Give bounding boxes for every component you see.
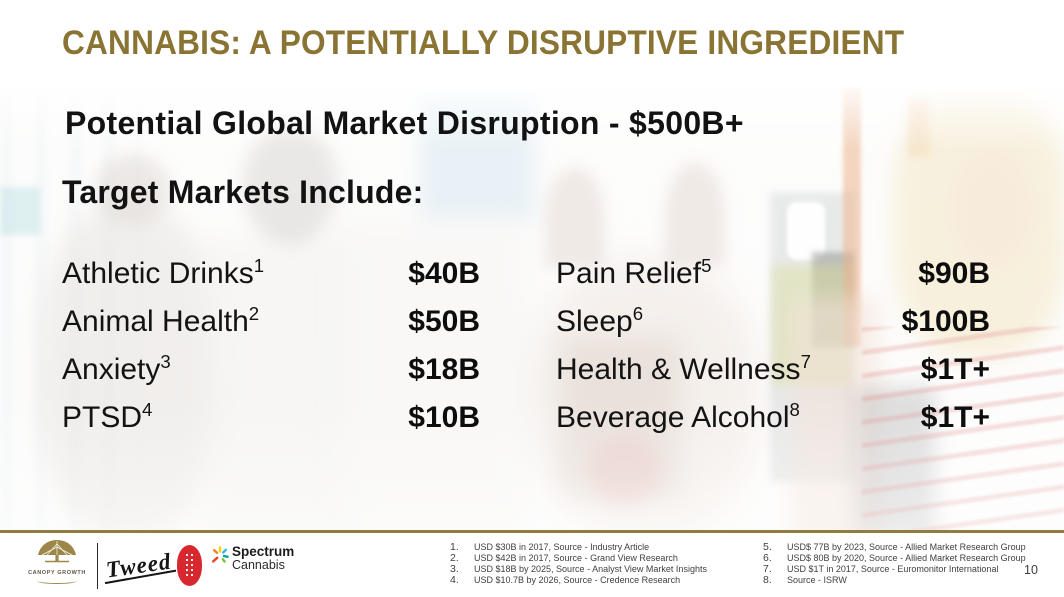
market-row: Beverage Alcohol8 $1T+ (556, 399, 990, 447)
market-row: Animal Health2 $50B (62, 303, 480, 351)
footnote: 1. USD $30B in 2017, Source - Industry Ar… (450, 541, 650, 553)
market-label: PTSD4 (62, 399, 153, 434)
market-value: $40B (408, 257, 480, 290)
footnotes-column-1: 1. USD $30B in 2017, Source - Industry Ar… (450, 542, 707, 586)
footnote: 6. USD$ 80B by 2020, Source - Allied Mark… (763, 552, 1026, 564)
markets-column-left: Athletic Drinks1 $40B Animal Health2 $50… (62, 255, 480, 447)
footnote: 8. Source - ISRW (763, 574, 847, 586)
footnote: 5. USD$ 77B by 2023, Source - Allied Mark… (763, 541, 1026, 553)
market-row: Sleep6 $100B (556, 303, 990, 351)
market-label: Beverage Alcohol8 (556, 399, 800, 434)
slide-title: CANNABIS: A POTENTIALLY DISRUPTIVE INGRE… (62, 24, 905, 62)
slide-footer: CANOPY GROWTH Tweed Spectrum (0, 530, 1064, 597)
footnote: 3. USD $18B by 2025, Source - Analyst Vie… (450, 563, 707, 575)
hero-section: Potential Global Market Disruption - $50… (0, 87, 1064, 530)
market-label: Sleep6 (556, 303, 644, 338)
markets-column-right: Pain Relief5 $90B Sleep6 $100B Health & … (556, 255, 990, 447)
footnote-ref: 2 (248, 303, 260, 324)
footnote-ref: 7 (800, 351, 811, 372)
spectrum-cannabis-logo: Spectrum Cannabis (211, 544, 295, 573)
footnote: 7. USD $1T in 2017, Source - Euromonitor … (763, 563, 999, 575)
spectrum-wordmark: Spectrum Cannabis (232, 544, 295, 573)
market-label: Animal Health2 (62, 303, 260, 338)
spectrum-sunburst-icon (212, 546, 229, 563)
target-markets-table: Athletic Drinks1 $40B Animal Health2 $50… (62, 255, 990, 447)
red-oval-vertical-text (186, 554, 188, 578)
market-row: Anxiety3 $18B (62, 351, 480, 399)
canopy-flourish (37, 578, 77, 584)
red-oval-vertical-text (191, 554, 193, 578)
market-row: PTSD4 $10B (62, 399, 480, 447)
tweed-logo: Tweed (104, 548, 173, 583)
page-number: 10 (1024, 563, 1038, 577)
white-fade-overlay (0, 87, 1064, 530)
canopy-tree-icon (38, 540, 76, 563)
canopy-growth-logo: CANOPY GROWTH (24, 538, 90, 584)
footnotes-column-2: 5. USD$ 77B by 2023, Source - Allied Mark… (763, 542, 1026, 586)
logo-divider (97, 543, 98, 589)
footnote-ref: 4 (142, 399, 153, 420)
market-label: Pain Relief5 (556, 255, 712, 290)
footnote-ref: 8 (789, 399, 800, 420)
footnote-ref: 3 (160, 351, 171, 372)
market-value: $10B (408, 401, 480, 434)
photo-collage (0, 87, 1064, 530)
market-value: $1T+ (920, 401, 990, 434)
footnote-ref: 6 (632, 303, 644, 324)
red-oval-logo (177, 545, 202, 586)
market-row: Health & Wellness7 $1T+ (556, 351, 990, 399)
market-disruption-heading: Potential Global Market Disruption - $50… (65, 105, 744, 141)
market-value: $18B (408, 353, 480, 386)
market-value: $100B (901, 305, 990, 338)
market-value: $1T+ (920, 353, 990, 386)
footnote: 2. USD $42B in 2017, Source - Grand View … (450, 552, 678, 564)
footnote-ref: 1 (253, 255, 265, 276)
market-value: $90B (918, 257, 990, 290)
market-label: Athletic Drinks1 (62, 255, 265, 290)
target-markets-heading: Target Markets Include: (62, 174, 424, 210)
market-value: $50B (408, 305, 480, 338)
market-row: Athletic Drinks1 $40B (62, 255, 480, 303)
footnote-ref: 5 (701, 255, 712, 276)
market-row: Pain Relief5 $90B (556, 255, 990, 303)
market-label: Anxiety3 (62, 351, 171, 386)
canopy-growth-wordmark: CANOPY GROWTH (28, 570, 86, 576)
footnote: 4. USD $10.7B by 2026, Source - Credence … (450, 574, 681, 586)
market-label: Health & Wellness7 (556, 351, 811, 386)
